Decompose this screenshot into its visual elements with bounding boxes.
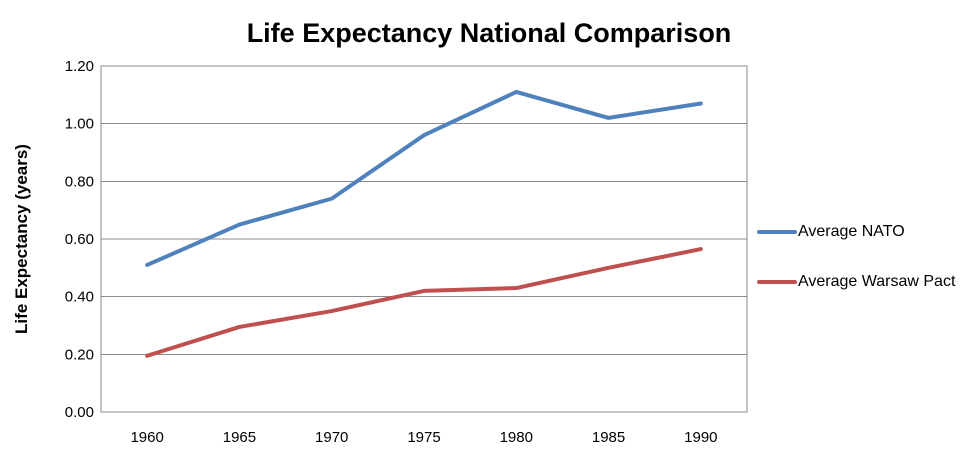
chart-title: Life Expectancy National Comparison [246, 18, 732, 48]
legend-label: Average NATO [798, 223, 905, 240]
x-tick-label: 1960 [130, 429, 163, 446]
y-tick-label: 0.60 [65, 231, 94, 248]
plot-border [100, 65, 748, 413]
legend-label: Average Warsaw Pact [798, 273, 956, 290]
x-tick-label: 1985 [592, 429, 625, 446]
x-tick-label: 1970 [315, 429, 348, 446]
y-tick-label: 0.40 [65, 289, 94, 306]
legend-line-swatch [757, 280, 797, 284]
x-tick-label: 1965 [223, 429, 256, 446]
x-tick-label: 1980 [500, 429, 533, 446]
legend: Average NATO Average Warsaw Pact [757, 0, 978, 465]
y-tick-label: 1.00 [65, 116, 94, 133]
x-tick-label: 1990 [684, 429, 717, 446]
gridlines [100, 65, 748, 413]
legend-line-swatch [757, 230, 797, 234]
legend-item-average-nato: Average NATO [757, 221, 905, 243]
x-tick-label: 1975 [407, 429, 440, 446]
series-line-average-warsaw-pact [145, 247, 703, 358]
series-lines [145, 89, 703, 358]
y-tick-label: 0.20 [65, 346, 94, 363]
y-tick-label: 0.00 [65, 404, 94, 421]
legend-item-average-warsaw-pact: Average Warsaw Pact [757, 271, 955, 293]
y-tick-label: 1.20 [65, 58, 94, 75]
y-tick-label: 0.80 [65, 173, 94, 190]
series-line-average-nato [145, 89, 703, 267]
y-axis-title: Life Expectancy (years) [12, 144, 31, 334]
axis-labels: 0.00 0.20 0.40 0.60 0.80 1.00 1.20 1960 1965 1970… [65, 58, 718, 446]
